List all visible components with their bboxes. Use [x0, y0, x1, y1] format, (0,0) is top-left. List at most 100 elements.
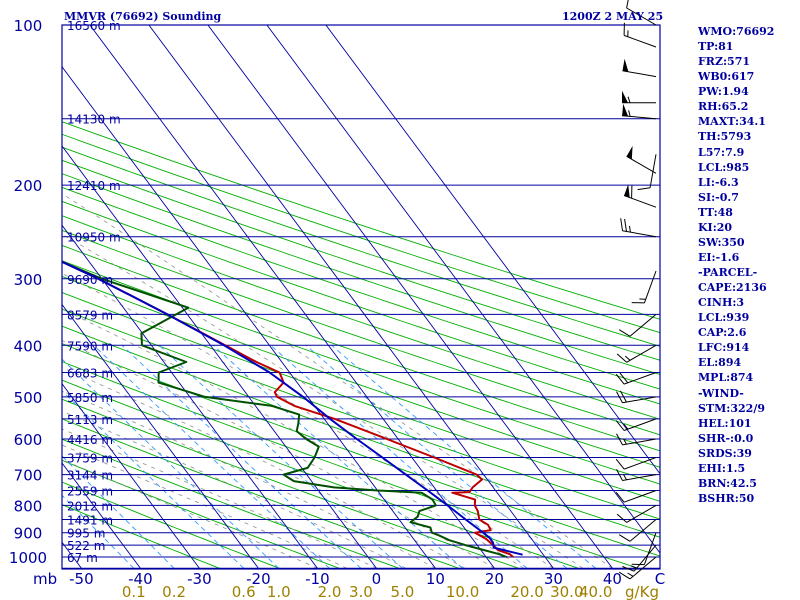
- dry-adiabat: [62, 260, 660, 468]
- wind-barb-staff: [623, 457, 657, 470]
- wind-barb: [618, 519, 657, 542]
- mixing-ratio-label: 1.0: [267, 583, 291, 600]
- moist-adiabat: [62, 390, 436, 569]
- height-label: 2012 m: [67, 499, 113, 513]
- dry-adiabat: [62, 186, 660, 390]
- index-entry: MAXT:34.1: [698, 115, 766, 129]
- pressure-tick-label: 300: [14, 271, 43, 289]
- index-entry: WMO:76692: [698, 25, 775, 38]
- isotherm: [148, 25, 555, 569]
- height-label: 16560 m: [67, 19, 121, 33]
- parcel-line: [62, 260, 523, 556]
- wind-barb: [616, 344, 657, 363]
- wind-barb-staff: [623, 490, 657, 503]
- dry-adiabat: [62, 133, 660, 334]
- mixing-ratio-label: 5.0: [390, 583, 414, 600]
- wind-barb-staff: [626, 344, 657, 363]
- moist-adiabat: [62, 272, 554, 569]
- height-label: 5850 m: [67, 391, 113, 405]
- wind-barb-half-flag: [622, 438, 627, 445]
- moist-adiabat: [62, 444, 348, 569]
- index-entry: SRDS:39: [698, 446, 752, 460]
- mixing-ratio-line: [121, 344, 362, 569]
- wind-barb: [622, 544, 657, 572]
- background-grid: [62, 25, 660, 569]
- height-label: 12410 m: [67, 179, 121, 193]
- sounding-series: [62, 260, 523, 558]
- temperature-tick-label: 20: [485, 570, 504, 588]
- height-label: 10950 m: [67, 231, 121, 245]
- isotherm: [325, 25, 660, 475]
- pressure-tick-label: 100: [14, 17, 43, 35]
- index-entry: -PARCEL-: [698, 266, 758, 279]
- pressure-tick-label: 700: [14, 467, 43, 485]
- wind-barb-staff: [622, 396, 657, 404]
- wind-barb-staff: [626, 7, 657, 26]
- wind-barb: [623, 22, 657, 48]
- mixing-ratio-label: 0.1: [122, 583, 146, 600]
- wind-barb: [615, 418, 657, 431]
- wind-barb-flag: [618, 329, 631, 337]
- isotherm: [62, 66, 437, 569]
- temperature-tick-label: 40: [603, 570, 622, 588]
- dry-adiabat: [62, 504, 220, 569]
- wind-barb-staff: [623, 34, 657, 48]
- wind-barb: [620, 218, 657, 238]
- wind-barb: [615, 490, 657, 503]
- mixing-ratio-label: 30.0: [550, 583, 583, 600]
- wind-barb: [622, 90, 656, 104]
- wind-barb-staff: [623, 372, 657, 385]
- wind-barb-half-flag: [629, 225, 631, 233]
- wind-barb-half-flag: [627, 96, 631, 103]
- dry-adiabat: [62, 398, 519, 569]
- wind-barb-half-flag: [627, 572, 634, 577]
- mixing-ratio-line: [93, 344, 330, 569]
- mixing-ratio-unit-label: g/Kg: [625, 583, 659, 600]
- index-entry: HEL:101: [698, 416, 752, 430]
- index-entry: EL:894: [698, 356, 742, 370]
- wind-barb-flag: [619, 390, 627, 403]
- index-entry: SW:350: [698, 235, 745, 249]
- mixing-ratio-label: 0.2: [162, 583, 186, 600]
- index-entry: FRZ:571: [698, 55, 751, 69]
- isotherm: [62, 303, 260, 569]
- mixing-ratio-label: 2.0: [318, 583, 342, 600]
- wind-barb-half-flag: [624, 355, 631, 361]
- index-entry: TT:48: [698, 205, 733, 219]
- mixing-ratio-line: [270, 344, 528, 569]
- wind-barb-flag: [616, 513, 627, 523]
- isotherm: [62, 462, 142, 569]
- wind-barb: [623, 184, 657, 208]
- height-label: 4416 m: [67, 433, 113, 447]
- pressure-tick-label: 1000: [9, 549, 47, 567]
- dry-adiabat: [62, 159, 660, 361]
- index-entry: -WIND-: [698, 386, 744, 400]
- height-label: 3759 m: [67, 452, 113, 466]
- wind-barb-flag: [616, 469, 623, 481]
- wind-barb-flag: [618, 571, 631, 580]
- dry-adiabat: [62, 308, 660, 520]
- wind-barb-half-flag: [628, 110, 631, 117]
- pressure-tick-label: 800: [14, 497, 43, 515]
- wind-barb-staff: [622, 70, 657, 78]
- pressure-unit-label: mb: [33, 570, 57, 588]
- temperature-tick-label: -30: [187, 570, 212, 588]
- wind-barb: [631, 270, 657, 304]
- index-entry: PW:1.94: [698, 85, 749, 99]
- wind-barb-staff: [643, 270, 657, 304]
- wind-barb-half-flag: [630, 565, 637, 569]
- index-entry: RH:65.2: [698, 100, 749, 114]
- wind-barb-pennant: [622, 58, 629, 72]
- index-entry: LCL:985: [698, 160, 750, 174]
- index-entry: L57:7.9: [698, 145, 745, 159]
- moist-adiabat: [62, 193, 613, 569]
- dry-adiabat: [62, 481, 280, 569]
- height-label: 5113 m: [67, 413, 113, 427]
- index-entry: BSHR:50: [698, 491, 755, 505]
- index-entry: SI:-0.7: [698, 190, 739, 204]
- isotherm: [266, 25, 660, 554]
- index-entry: SHR-:0.0: [698, 431, 754, 445]
- height-label: 6683 m: [67, 367, 113, 381]
- index-entry: TP:81: [698, 40, 734, 54]
